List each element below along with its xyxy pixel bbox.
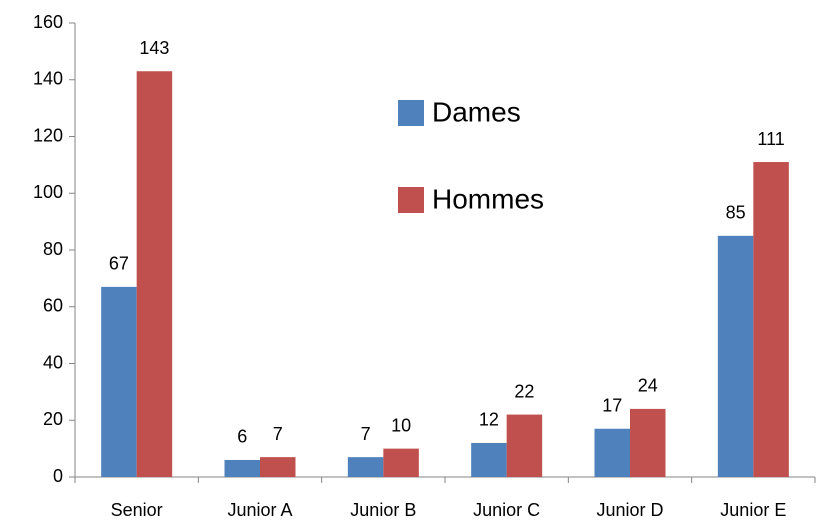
y-tick-label: 80 (43, 239, 63, 259)
y-tick-label: 140 (33, 69, 63, 89)
data-label: 85 (726, 203, 746, 223)
y-tick-label: 40 (43, 352, 63, 372)
data-label: 17 (602, 396, 622, 416)
x-tick-label: Junior A (227, 500, 292, 520)
bar (347, 457, 384, 477)
bar (506, 414, 543, 477)
y-tick-label: 160 (33, 12, 63, 32)
x-tick-label: Junior E (720, 500, 786, 520)
bar (753, 162, 789, 477)
legend-swatch (398, 187, 424, 213)
y-tick-label: 20 (43, 409, 63, 429)
data-label: 12 (479, 410, 499, 430)
data-label: 6 (237, 427, 247, 447)
bar (260, 457, 296, 477)
data-label: 67 (109, 254, 129, 274)
data-label: 111 (757, 129, 784, 149)
y-tick-label: 0 (53, 466, 63, 486)
bar (717, 235, 754, 477)
x-tick-label: Junior B (350, 500, 416, 520)
y-tick-label: 100 (33, 182, 63, 202)
data-label: 7 (361, 424, 371, 444)
legend-label: Hommes (432, 183, 544, 214)
legend-swatch (398, 100, 424, 126)
bar (630, 408, 666, 477)
legend-label: Dames (432, 96, 521, 127)
bar (471, 442, 507, 477)
data-label: 22 (514, 381, 534, 401)
y-tick-label: 120 (33, 125, 63, 145)
x-tick-label: Junior C (473, 500, 540, 520)
bar (136, 71, 173, 478)
data-label: 24 (638, 376, 658, 396)
bar (224, 459, 260, 477)
y-tick-label: 60 (43, 296, 63, 316)
bar (594, 428, 630, 477)
x-tick-label: Senior (111, 500, 163, 520)
x-tick-label: Junior D (596, 500, 663, 520)
bar (383, 448, 419, 477)
data-label: 143 (139, 38, 169, 58)
data-label: 10 (391, 415, 411, 435)
bar (101, 286, 137, 477)
data-label: 7 (273, 424, 283, 444)
